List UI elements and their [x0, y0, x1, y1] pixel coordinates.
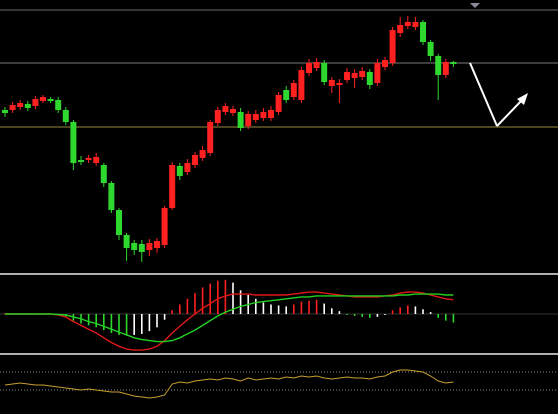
candle-body — [70, 122, 77, 163]
candle-body — [382, 60, 388, 67]
candle-body — [55, 100, 62, 110]
candle-body — [108, 183, 115, 210]
candle-body — [344, 72, 350, 80]
candle-body — [78, 160, 84, 162]
candle-body — [268, 110, 274, 118]
marker-triangle — [470, 3, 480, 8]
candle-body — [252, 114, 259, 120]
candle-body — [2, 110, 8, 113]
candle-body — [442, 62, 449, 75]
candle-body — [47, 99, 54, 101]
candle-body — [313, 62, 320, 68]
candle-body — [404, 22, 411, 26]
indicator-line — [5, 293, 454, 343]
candle-body — [230, 109, 236, 113]
indicator-line — [4, 369, 454, 399]
candle-body — [24, 104, 31, 108]
candle-body — [374, 63, 381, 83]
candle-body — [9, 105, 16, 110]
candle-body — [17, 103, 24, 107]
candle-body — [146, 243, 153, 250]
candle-body — [420, 22, 426, 42]
candle-body — [154, 241, 160, 248]
candle-body — [161, 208, 168, 245]
candle-body — [100, 165, 107, 183]
candle-body — [397, 25, 404, 33]
candle-body — [321, 63, 328, 82]
candle-body — [222, 106, 229, 112]
candle-body — [138, 244, 145, 252]
candle-body — [184, 163, 191, 172]
candle-body — [359, 71, 366, 77]
arrow-down — [469, 62, 498, 127]
candle-body — [176, 166, 183, 176]
indicator-line — [5, 291, 454, 351]
candle-body — [306, 63, 312, 73]
candle-body — [214, 110, 221, 123]
candle-body — [283, 90, 290, 100]
candle-body — [237, 112, 244, 128]
candle-body — [450, 62, 457, 64]
candle-body — [275, 95, 282, 112]
candle-body — [93, 157, 100, 163]
candle-body — [192, 155, 198, 165]
candle-body — [116, 210, 122, 235]
candle-body — [199, 150, 206, 158]
candle-body — [366, 72, 373, 85]
projection-arrow — [469, 62, 528, 127]
candle-body — [207, 122, 214, 153]
candle-body — [32, 99, 39, 106]
candle-body — [62, 110, 69, 122]
candle-body — [40, 97, 46, 101]
candle-body — [336, 83, 343, 85]
candle-body — [245, 114, 252, 126]
candle-body — [260, 112, 267, 118]
candle-body — [328, 80, 335, 86]
candle-body — [389, 30, 396, 63]
candle-body — [427, 42, 434, 56]
candle-body — [435, 56, 442, 75]
candle-body — [351, 73, 358, 78]
candle-body — [298, 70, 305, 100]
candle-body — [412, 22, 419, 27]
candle-body — [123, 235, 130, 248]
candle-body — [131, 243, 138, 250]
candle-body — [290, 83, 297, 97]
arrow-head — [517, 93, 528, 105]
candle-body — [169, 165, 176, 208]
candle-body — [85, 158, 92, 160]
